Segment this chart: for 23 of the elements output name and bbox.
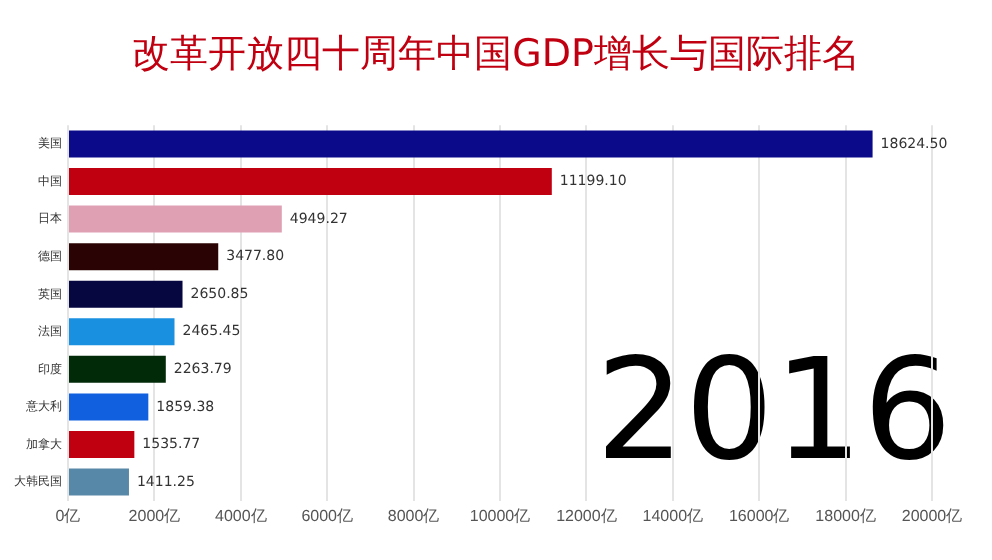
x-tick-label: 20000亿 <box>901 506 963 525</box>
bar <box>69 393 149 421</box>
x-tick-label: 4000亿 <box>215 506 267 525</box>
annotation: 2016 <box>595 328 952 492</box>
bar <box>69 355 166 383</box>
bar <box>69 468 129 496</box>
x-tick-label: 18000亿 <box>815 506 876 525</box>
x-tick-label: 6000亿 <box>301 506 353 525</box>
bar <box>69 430 135 458</box>
x-tick-label: 0亿 <box>55 506 81 525</box>
bar <box>69 318 175 346</box>
bar <box>69 168 552 196</box>
x-tick-label: 12000亿 <box>556 506 617 525</box>
x-tick-label: 16000亿 <box>728 506 790 525</box>
bar <box>69 130 873 158</box>
bar <box>69 243 219 271</box>
chart-title: 改革开放四十周年中国GDP增长与国际排名 <box>130 30 862 80</box>
x-tick-label: 10000亿 <box>469 506 531 525</box>
x-tick-label: 14000亿 <box>642 506 704 525</box>
x-tick-label: 2000亿 <box>128 506 181 525</box>
x-tick-label: 8000亿 <box>387 506 440 525</box>
bar <box>69 280 183 308</box>
bar <box>69 205 282 233</box>
